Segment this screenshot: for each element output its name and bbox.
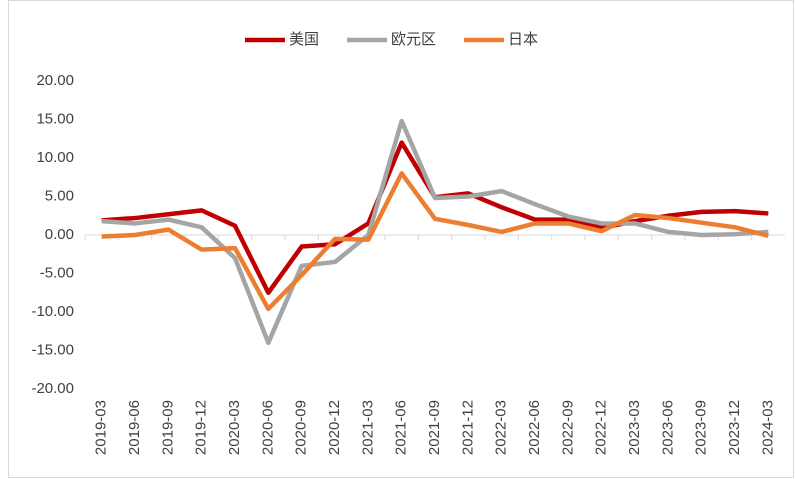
y-tick-label: -10.00 (31, 303, 74, 320)
y-tick-label: 20.00 (36, 72, 74, 89)
x-tick-label: 2020-06 (259, 400, 276, 455)
x-tick-label: 2022-12 (593, 400, 610, 455)
x-tick-label: 2019-03 (93, 400, 110, 455)
y-tick-label: 5.00 (45, 187, 74, 204)
x-tick-label: 2020-12 (326, 400, 343, 455)
x-tick-label: 2020-09 (293, 400, 310, 455)
x-tick-label: 2023-03 (626, 400, 643, 455)
legend-label: 日本 (508, 31, 538, 48)
y-tick-label: -5.00 (40, 264, 74, 281)
chart-frame (8, 0, 794, 478)
y-tick-label: 10.00 (36, 149, 74, 166)
x-tick-label: 2020-03 (226, 400, 243, 455)
x-tick-label: 2024-03 (759, 400, 776, 455)
x-tick-label: 2021-12 (459, 400, 476, 455)
x-tick-label: 2019-06 (126, 400, 143, 455)
legend-label: 欧元区 (391, 31, 436, 48)
x-tick-label: 2021-09 (426, 400, 443, 455)
x-tick-label: 2022-06 (526, 400, 543, 455)
x-tick-label: 2022-09 (559, 400, 576, 455)
x-tick-label: 2023-09 (693, 400, 710, 455)
y-tick-label: 0.00 (45, 226, 74, 243)
x-tick-label: 2019-12 (193, 400, 210, 455)
y-tick-label: -20.00 (31, 380, 74, 397)
x-tick-label: 2022-03 (493, 400, 510, 455)
x-tick-label: 2023-12 (726, 400, 743, 455)
x-tick-label: 2023-06 (659, 400, 676, 455)
series-line (101, 171, 769, 312)
y-tick-label: -15.00 (31, 341, 74, 358)
x-tick-label: 2021-03 (359, 400, 376, 455)
legend-label: 美国 (289, 31, 319, 48)
y-tick-label: 15.00 (36, 110, 74, 127)
x-tick-label: 2021-06 (393, 400, 410, 455)
x-tick-label: 2019-09 (159, 400, 176, 455)
series-line (101, 118, 769, 346)
